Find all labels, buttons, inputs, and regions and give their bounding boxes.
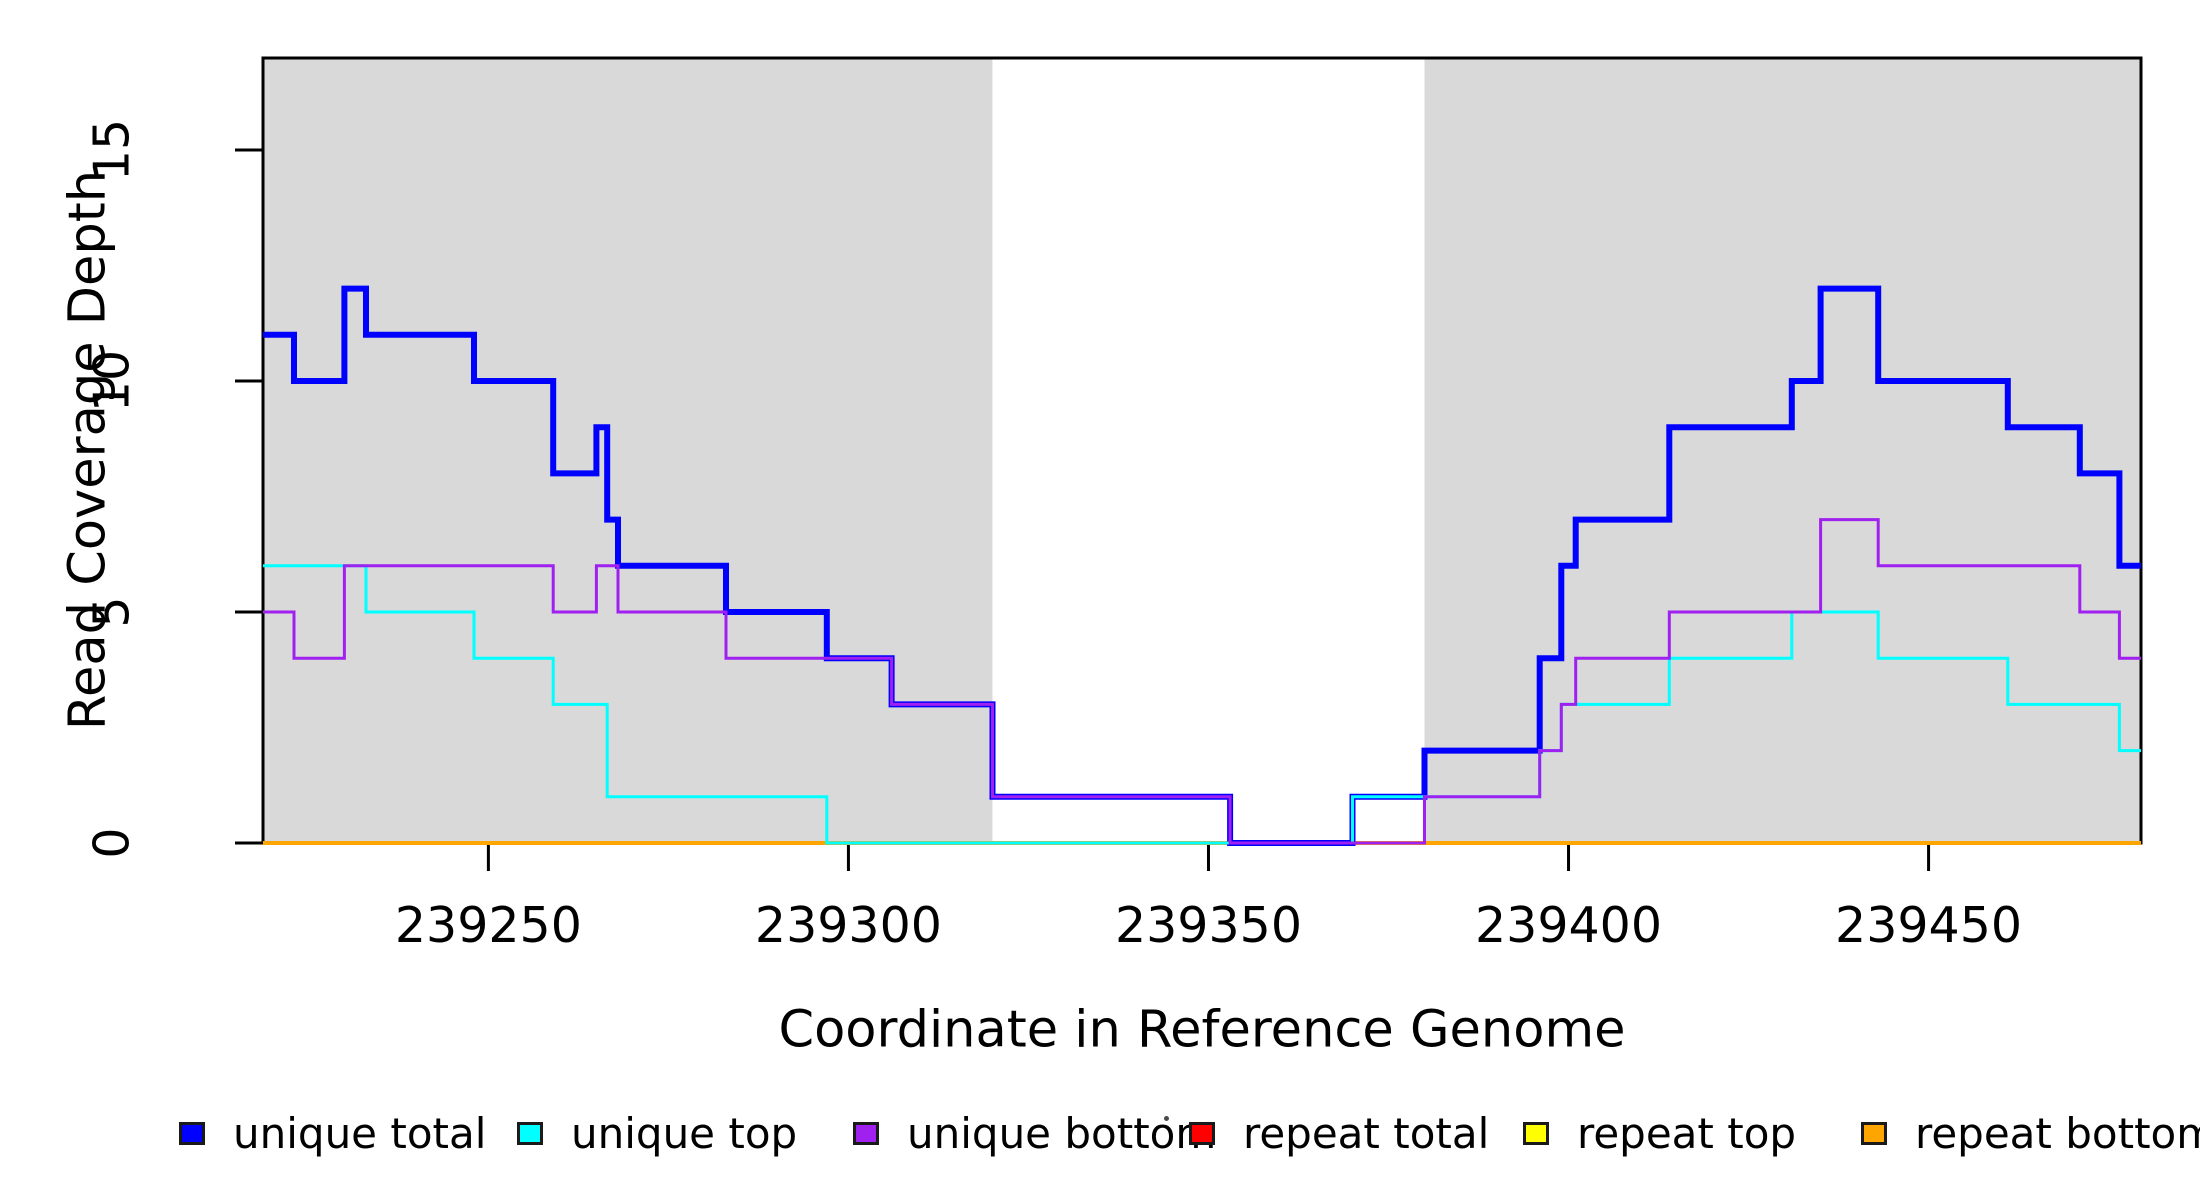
legend-label: repeat bottom: [1915, 1108, 2200, 1158]
x-tick-label: 239350: [1114, 897, 1302, 954]
legend: unique total unique top unique bottom re…: [0, 1108, 2200, 1160]
x-axis-title: Coordinate in Reference Genome: [778, 1000, 1626, 1060]
legend-label: unique total: [233, 1108, 487, 1158]
x-tick-label: 239400: [1474, 897, 1663, 954]
legend-swatch-unique-bottom: [853, 1121, 879, 1145]
y-axis-title: Read Coverage Depth: [58, 169, 118, 731]
legend-swatch-unique-top: [517, 1121, 543, 1145]
legend-label: repeat total: [1243, 1108, 1490, 1158]
x-tick-label: 239450: [1835, 897, 2023, 954]
legend-swatch-repeat-bottom: [1861, 1121, 1887, 1145]
legend-item: repeat bottom: [1861, 1108, 2200, 1158]
legend-swatch-repeat-total: [1189, 1121, 1215, 1145]
legend-label: unique bottom: [907, 1108, 1217, 1158]
legend-swatch-unique-total: [179, 1121, 205, 1145]
legend-item: unique top: [517, 1108, 798, 1158]
x-tick-label: 239300: [754, 897, 942, 954]
legend-swatch-repeat-top: [1523, 1121, 1549, 1145]
x-tick-label: 239250: [394, 897, 582, 954]
legend-item: unique bottom: [853, 1108, 1217, 1158]
y-tick-label: 0: [83, 827, 141, 859]
legend-item: repeat top: [1523, 1108, 1797, 1158]
legend-label: unique top: [571, 1108, 798, 1158]
speck-artifact: [1164, 1116, 1169, 1121]
legend-item: unique total: [179, 1108, 487, 1158]
legend-label: repeat top: [1577, 1108, 1797, 1158]
legend-item: repeat total: [1189, 1108, 1490, 1158]
